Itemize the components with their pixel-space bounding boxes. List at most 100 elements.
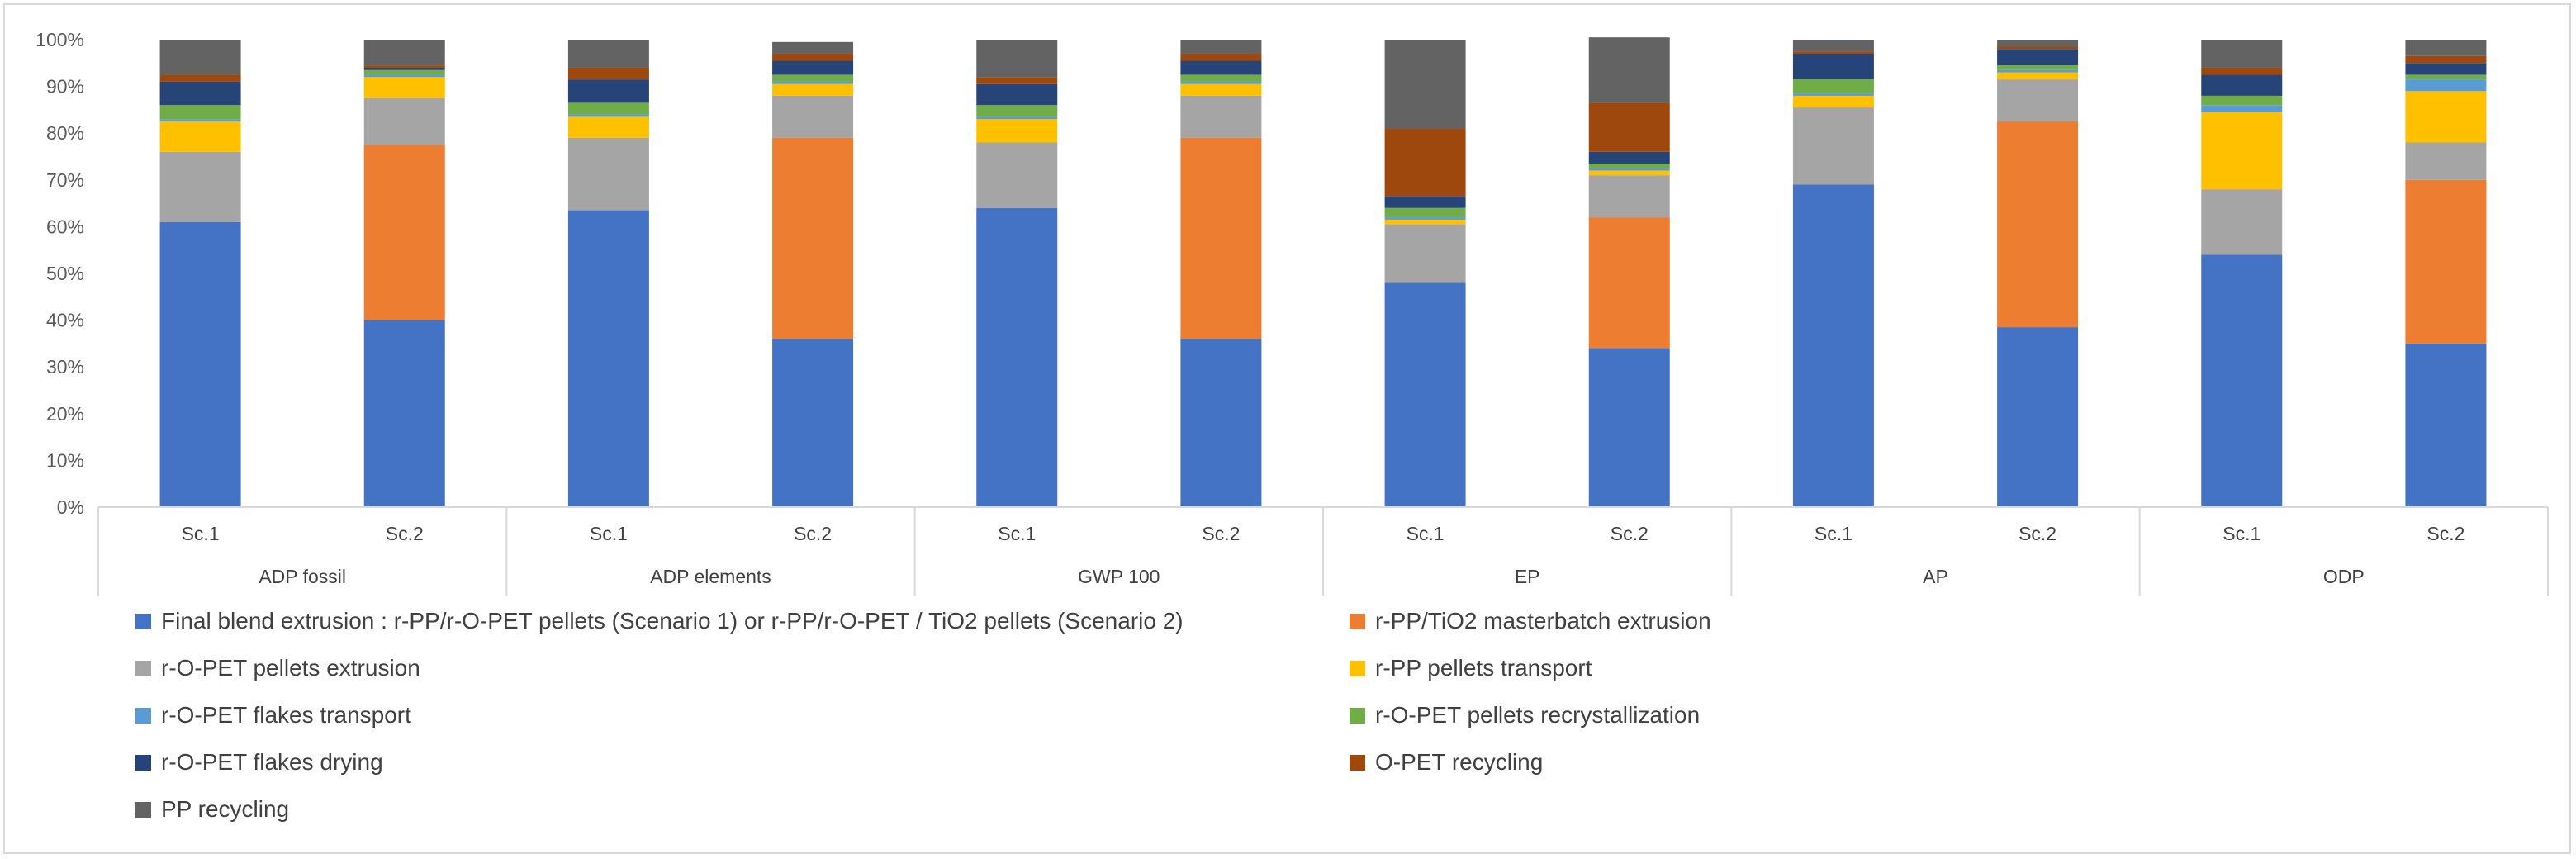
scenario-label: Sc.2 [2427,523,2465,544]
bar-segment [159,81,241,106]
y-tick-label: 40% [46,310,84,331]
bar-segment [1588,175,1670,218]
legend-item: r-PP/TiO2 masterbatch extrusion [1350,608,1711,634]
legend-swatch [1350,707,1365,724]
bar-segment [2405,63,2487,75]
bar-segment [2405,55,2487,64]
bar-segment [1180,81,1262,84]
y-tick-label: 0% [57,496,84,518]
bar-segment [2405,79,2487,92]
x-axis: ADP fossil Sc.1 Sc.2 ADP elements Sc.1 Sc.2 GW… [97,506,2549,596]
bar-segment [1997,327,2079,507]
bar-segment [567,116,649,138]
bar-segment [2201,67,2283,75]
legend-label: r-PP pellets transport [1375,655,1592,681]
bar-segment [1180,83,1262,96]
legend-item: O-PET recycling [1350,749,1543,776]
bar-segment [976,207,1058,507]
group-label: ADP elements [650,566,771,587]
bar-segment [1180,53,1262,61]
group-label: EP [1515,566,1540,587]
legend-item: PP recycling [135,796,289,823]
bar-segment [1180,74,1262,82]
bar-segment [2405,91,2487,143]
bar-segment [1384,282,1466,507]
bar-segment [772,339,854,507]
bar-segment [2201,95,2283,106]
bar-segment [1792,107,1874,185]
bar-segment [2201,74,2283,96]
y-tick-label: 50% [46,263,84,284]
bar-segment [1588,163,1670,168]
legend-swatch [135,754,151,771]
scenario-label: Sc.2 [1611,523,1649,544]
bar-segment [2405,343,2487,507]
bar-segment [1588,170,1670,176]
bar-segment [1588,37,1670,103]
bar-segment [976,83,1058,106]
bar-segment [1180,95,1262,138]
scenario-label: Sc.1 [590,523,628,544]
bar-segment [363,74,445,78]
bar-segment [567,40,649,68]
legend-swatch [135,707,151,724]
legend-label: r-O-PET pellets recrystallization [1375,702,1701,728]
legend-item: r-O-PET flakes transport [135,702,411,728]
bar-segment [159,74,241,82]
legend-swatch [1350,754,1365,771]
legend-label: r-O-PET pellets extrusion [161,655,420,681]
bar-segment [1792,79,1874,94]
y-tick-label: 90% [46,76,84,97]
bar-segment [567,102,649,115]
bar-segment [363,40,445,66]
bar-segment [1997,121,2079,328]
legend-swatch [135,660,151,676]
bar-segment [1997,79,2079,122]
scenario-label: Sc.1 [182,523,220,544]
bar-segment [1997,72,2079,80]
legend-item: r-O-PET pellets recrystallization [1350,702,1700,728]
bars [159,37,2487,507]
scenario-label: Sc.1 [1407,523,1445,544]
bar-segment [1997,69,2079,73]
bar-segment [363,69,445,75]
y-tick-label: 10% [46,449,84,471]
group-label: GWP 100 [1078,566,1160,587]
bar-segment [1588,168,1670,171]
bar-segment [976,40,1058,78]
legend-swatch [135,613,151,629]
bar-segment [1588,151,1670,164]
legend-item: Final blend extrusion : r-PP/r-O-PET pel… [135,608,1184,634]
legend-swatch [1350,613,1365,629]
bar-segment [1588,102,1670,152]
bar-segment [1180,60,1262,75]
bar-segment [772,95,854,138]
y-tick-label: 20% [46,403,84,425]
bar-segment [567,79,649,103]
bar-segment [976,105,1058,117]
bar-segment [1384,40,1466,129]
bar-segment [2405,142,2487,180]
bar-segment [159,221,241,507]
bar-segment [567,137,649,211]
bar-segment [1588,217,1670,349]
bar-segment [1792,53,1874,80]
y-tick-label: 80% [46,122,84,144]
bar-segment [1384,196,1466,208]
group-label: ODP [2323,566,2365,587]
bar-segment [772,60,854,75]
scenario-label: Sc.1 [998,523,1036,544]
stacked-bar-chart: 0% 10% 20% 30% 40% 50% 60% 70% 80% 90% 100% ADP fo… [36,29,2549,596]
bar-segment [772,53,854,61]
bar-segment [1792,95,1874,108]
bar-segment [1180,137,1262,339]
bar-segment [1997,65,2079,70]
bar-segment [976,116,1058,120]
bar-segment [2405,179,2487,344]
bar-segment [1792,51,1874,54]
legend-swatch [1350,660,1365,676]
y-axis: 0% 10% 20% 30% 40% 50% 60% 70% 80% 90% 100% [36,29,84,518]
bar-segment [2201,112,2283,190]
bar-segment [2405,40,2487,56]
bar-segment [1180,339,1262,507]
